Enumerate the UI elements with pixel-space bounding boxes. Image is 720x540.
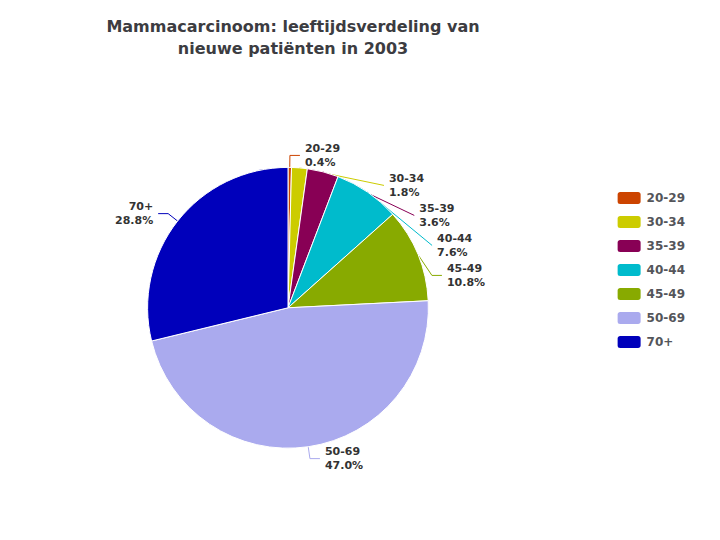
svg-text:nieuwe patiënten in 2003: nieuwe patiënten in 2003 [178, 39, 408, 58]
svg-text:20-29: 20-29 [305, 142, 340, 155]
svg-text:47.0%: 47.0% [325, 459, 363, 472]
svg-text:45-49: 45-49 [647, 287, 685, 301]
svg-text:0.4%: 0.4% [305, 156, 336, 169]
svg-text:70+: 70+ [129, 200, 154, 213]
svg-text:30-34: 30-34 [389, 172, 425, 185]
svg-text:20-29: 20-29 [647, 191, 685, 205]
svg-text:3.6%: 3.6% [419, 216, 450, 229]
svg-text:1.8%: 1.8% [389, 186, 420, 199]
svg-text:35-39: 35-39 [419, 202, 454, 215]
svg-text:28.8%: 28.8% [115, 214, 153, 227]
svg-text:30-34: 30-34 [647, 215, 685, 229]
svg-text:50-69: 50-69 [647, 311, 685, 325]
svg-text:50-69: 50-69 [325, 445, 360, 458]
svg-text:70+: 70+ [647, 335, 674, 349]
svg-text:7.6%: 7.6% [437, 246, 468, 259]
svg-text:10.8%: 10.8% [447, 276, 485, 289]
svg-text:45-49: 45-49 [447, 262, 482, 275]
svg-text:40-44: 40-44 [647, 263, 685, 277]
svg-text:35-39: 35-39 [647, 239, 685, 253]
svg-text:Mammacarcinoom: leeftijdsverde: Mammacarcinoom: leeftijdsverdeling van [106, 17, 479, 36]
svg-text:40-44: 40-44 [437, 232, 473, 245]
